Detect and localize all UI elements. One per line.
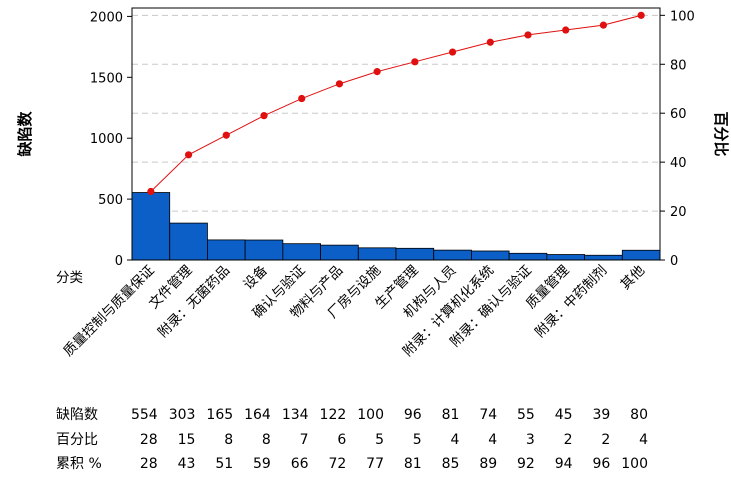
- y2-tick-label: 20: [670, 205, 687, 220]
- table-cell: 94: [555, 456, 573, 472]
- table-row-label: 百分比: [56, 432, 98, 448]
- table-cell: 15: [178, 432, 196, 448]
- cumulative-line: [150, 14, 642, 192]
- table-cell: 45: [555, 407, 573, 423]
- bar-series: [131, 192, 661, 261]
- cumulative-point: [411, 58, 419, 66]
- y-tick-label: 1500: [90, 71, 123, 86]
- category-label: 其他: [618, 263, 648, 293]
- cumulative-point: [373, 68, 381, 76]
- cumulative-point: [298, 94, 306, 103]
- bar: [131, 192, 171, 261]
- cumulative-point: [524, 31, 532, 39]
- table-cell: 4: [488, 432, 497, 448]
- table-cell: 303: [169, 407, 196, 423]
- bar: [169, 222, 208, 261]
- table-cell: 81: [404, 456, 422, 472]
- y2-tick-label: 80: [670, 58, 687, 73]
- table-cell: 55: [517, 407, 535, 423]
- bar: [546, 254, 585, 261]
- table-cell: 59: [253, 456, 271, 472]
- table-cell: 81: [442, 407, 460, 423]
- y-tick-label: 1000: [90, 132, 123, 147]
- table-cell: 72: [328, 456, 346, 472]
- table-cell: 89: [479, 456, 497, 472]
- table-cell: 77: [366, 456, 384, 472]
- table-row-label: 累积 %: [56, 456, 102, 472]
- y2-axis-title: 百分比: [712, 111, 730, 156]
- table-cell: 85: [442, 456, 460, 472]
- table-cell: 100: [621, 456, 648, 472]
- bar: [395, 247, 435, 261]
- cumulative-line-series: [147, 11, 645, 196]
- bar: [320, 244, 359, 261]
- cumulative-point: [486, 38, 494, 46]
- table-cell: 3: [526, 432, 535, 448]
- table-cell: 122: [320, 407, 347, 423]
- table-cell: 96: [404, 407, 422, 423]
- table-cell: 39: [592, 407, 610, 423]
- table-cell: 80: [630, 407, 648, 423]
- table-cell: 66: [291, 456, 309, 472]
- table-cell: 554: [131, 407, 158, 423]
- grid-lines: [132, 14, 660, 212]
- y-tick-label: 0: [115, 254, 123, 269]
- table-cell: 4: [639, 432, 648, 448]
- cumulative-point: [637, 11, 645, 19]
- y-axis-title: 缺陷数: [16, 111, 34, 158]
- cumulative-point: [260, 112, 268, 120]
- y-tick-label: 500: [98, 193, 123, 208]
- left-y-axis: 0 500 1000 1500 2000: [90, 10, 132, 269]
- table-cell: 6: [337, 432, 346, 448]
- table-cell: 2: [564, 432, 573, 448]
- table-cell: 8: [224, 432, 233, 448]
- table-cell: 7: [300, 432, 309, 448]
- table-cell: 2: [601, 432, 610, 448]
- category-label: 设备: [240, 261, 271, 292]
- bar: [244, 239, 284, 261]
- cumulative-point: [599, 21, 608, 29]
- cumulative-point: [335, 80, 344, 88]
- table-cell: 100: [357, 407, 384, 423]
- cumulative-point: [562, 26, 570, 34]
- data-table: 缺陷数 554 303 165 164 134 122 100 96 81 74 55 45 39 80百分…: [56, 407, 648, 472]
- table-cell: 165: [206, 407, 233, 423]
- table-cell: 43: [178, 456, 196, 472]
- table-cell: 134: [282, 407, 309, 423]
- y2-tick-label: 100: [670, 9, 695, 24]
- table-cell: 28: [140, 456, 158, 472]
- cumulative-point: [448, 48, 457, 56]
- table-cell: 8: [262, 432, 271, 448]
- cumulative-point: [222, 131, 230, 139]
- plot-frame: [131, 7, 661, 261]
- table-cell: 96: [592, 456, 610, 472]
- table-cell: 51: [215, 456, 233, 472]
- y2-tick-label: 0: [670, 254, 678, 269]
- bar: [584, 254, 623, 261]
- table-cell: 164: [244, 407, 271, 423]
- table-row-label: 缺陷数: [56, 407, 98, 423]
- table-cell: 5: [413, 432, 422, 448]
- table-cell: 92: [517, 456, 535, 472]
- table-cell: 4: [451, 432, 460, 448]
- bar: [508, 252, 548, 261]
- cumulative-point: [147, 187, 155, 196]
- cumulative-point: [184, 151, 193, 159]
- bar: [207, 239, 246, 261]
- right-y-axis: 0 20 40 60 80 100: [660, 9, 695, 269]
- y-tick-label: 2000: [90, 10, 123, 25]
- table-cell: 74: [479, 407, 497, 423]
- table-cell: 5: [375, 432, 384, 448]
- y2-tick-label: 40: [670, 156, 687, 171]
- bar: [471, 250, 510, 261]
- bar: [621, 249, 661, 261]
- bar: [282, 243, 321, 261]
- table-cell: 28: [140, 432, 158, 448]
- x-axis-title: 分类: [56, 270, 83, 286]
- bar: [357, 247, 397, 261]
- y2-tick-label: 60: [670, 107, 687, 122]
- bar: [433, 249, 472, 261]
